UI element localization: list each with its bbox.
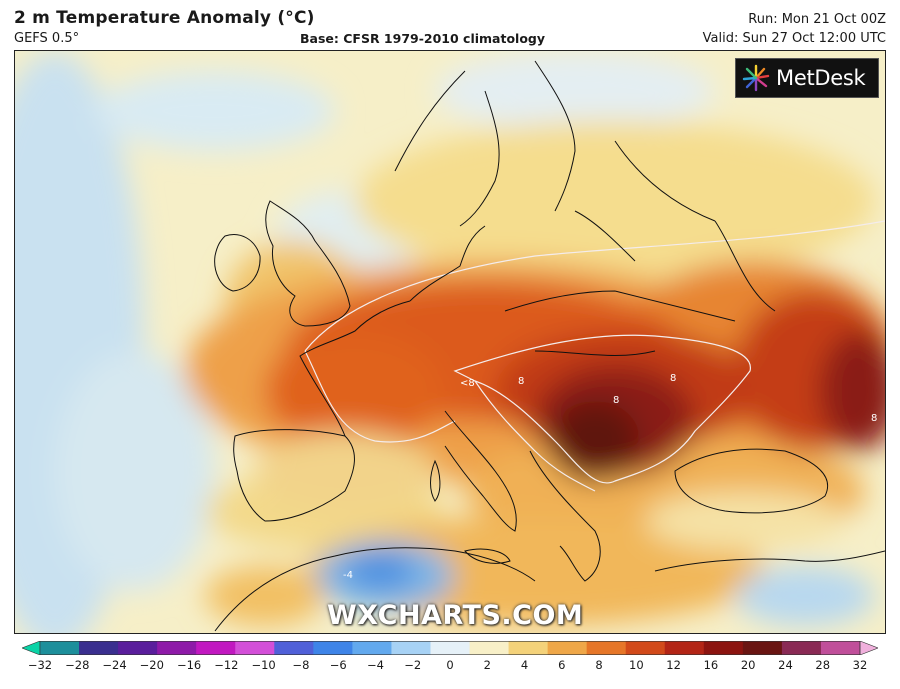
- metdesk-logo: MetDesk: [735, 58, 879, 98]
- colorbar-tick-label: 24: [778, 658, 793, 672]
- colorbar-tick-label: 20: [740, 658, 756, 672]
- colorbar-segment: [79, 641, 119, 655]
- base-label: Base: CFSR 1979-2010 climatology: [300, 31, 546, 46]
- colorbar-max-arrow: [859, 641, 878, 655]
- colorbar-tick-label: −8: [292, 658, 310, 672]
- contour-label: -4: [343, 570, 353, 581]
- colorbar-tick-label: 10: [629, 658, 644, 672]
- colorbar-tick-label: 16: [703, 658, 719, 672]
- colorbar-segment: [196, 641, 236, 655]
- contour-lines: [304, 220, 885, 492]
- colorbar-tick-label: 8: [595, 658, 603, 672]
- colorbar-segment: [625, 641, 666, 655]
- logo-text: MetDesk: [776, 66, 866, 90]
- colorbar-segment: [820, 641, 861, 655]
- colorbar-tick-label: −12: [214, 658, 239, 672]
- colorbar-segment: [313, 641, 353, 655]
- colorbar-segment: [469, 641, 510, 655]
- colorbar-tick-label: 2: [483, 658, 491, 672]
- colorbar-min-arrow: [22, 641, 41, 655]
- contour-label: 8: [871, 413, 877, 424]
- colorbar-segment: [703, 641, 744, 655]
- colorbar-labels: −32 −28 −24 −20 −16 −12 −10 −8 −6 −4 −2 0 2 4 6 8 10 12 16…: [0, 658, 900, 674]
- contour-label: 8: [613, 395, 619, 406]
- colorbar-segment: [508, 641, 549, 655]
- colorbar: [22, 641, 878, 655]
- colorbar-segment: [352, 641, 392, 655]
- map-canvas: 8 <8 8 8 8 -4: [15, 51, 885, 633]
- model-label: GEFS 0.5°: [14, 31, 80, 46]
- colorbar-segment: [40, 641, 80, 655]
- colorbar-segment: [742, 641, 783, 655]
- colorbar-tick-label: 4: [520, 658, 529, 672]
- colorbar-border: [39, 641, 861, 655]
- run-label: Run: Mon 21 Oct 00Z: [748, 12, 886, 27]
- anomaly-field: [15, 51, 885, 633]
- colorbar-tick-label: −10: [251, 658, 276, 672]
- colorbar-segment: [547, 641, 588, 655]
- contour-label: 8: [518, 376, 524, 387]
- anomaly-map[interactable]: 8 <8 8 8 8 -4 MetDesk WXCHARTS.COM: [14, 50, 886, 634]
- colorbar-segment: [274, 641, 314, 655]
- chart-title: 2 m Temperature Anomaly (°C): [14, 8, 315, 28]
- colorbar-segment: [781, 641, 822, 655]
- contour-label: 8: [670, 373, 676, 384]
- colorbar-tick-label: −28: [65, 658, 90, 672]
- colorbar-segment: [664, 641, 705, 655]
- colorbar-tick-label: −16: [176, 658, 202, 672]
- colorbar-segment: [430, 641, 471, 655]
- colorbar-tick-label: −4: [366, 658, 384, 672]
- colorbar-segment: [118, 641, 158, 655]
- colorbar-tick-label: 28: [815, 658, 831, 672]
- colorbar-segment: [586, 641, 627, 655]
- colorbar-tick-label: 32: [852, 658, 868, 672]
- colorbar-tick-label: −6: [329, 658, 347, 672]
- watermark: WXCHARTS.COM: [327, 600, 584, 631]
- contour-label: <8: [460, 378, 475, 389]
- colorbar-tick-label: 12: [666, 658, 681, 672]
- colorbar-tick-label: 6: [558, 658, 566, 672]
- colorbar-tick-label: −32: [27, 658, 53, 672]
- colorbar-segment: [157, 641, 197, 655]
- colorbar-tick-label: 0: [446, 658, 454, 672]
- valid-label: Valid: Sun 27 Oct 12:00 UTC: [702, 31, 886, 46]
- contour-labels: 8 <8 8 8 8 -4: [343, 373, 877, 581]
- colorbar-tick-label: −2: [404, 658, 422, 672]
- coastlines: [214, 60, 885, 632]
- colorbar-tick-label: −20: [139, 658, 164, 672]
- starburst-logo-icon: [742, 64, 770, 92]
- colorbar-tick-label: −24: [102, 658, 127, 672]
- colorbar-segment: [235, 641, 275, 655]
- colorbar-segment: [391, 641, 431, 655]
